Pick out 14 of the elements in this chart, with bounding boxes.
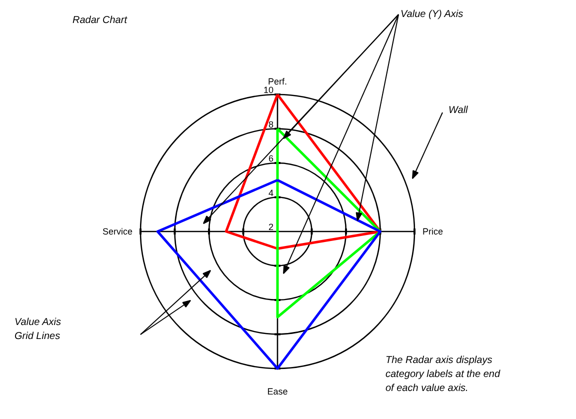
y-tick-label: 6 — [268, 154, 274, 164]
text: Value (Y) Axis — [400, 9, 464, 20]
spoke-label: Price — [422, 226, 444, 236]
y-tick-label: 8 — [268, 119, 274, 130]
chart-title: Radar Chart — [72, 15, 128, 26]
y-tick-label: 10 — [263, 85, 274, 95]
text: Wall — [448, 105, 469, 116]
spoke-label: Service — [102, 226, 133, 236]
y-tick-label: 4 — [268, 188, 274, 198]
spoke-label: Ease — [267, 386, 288, 396]
y-tick-label: 2 — [268, 222, 274, 232]
spoke-label: Perf. — [268, 76, 288, 86]
text: The Radar axis displays category labels at the end of each value axis. — [386, 355, 500, 394]
text: Value Axis Grid Lines — [14, 317, 62, 342]
